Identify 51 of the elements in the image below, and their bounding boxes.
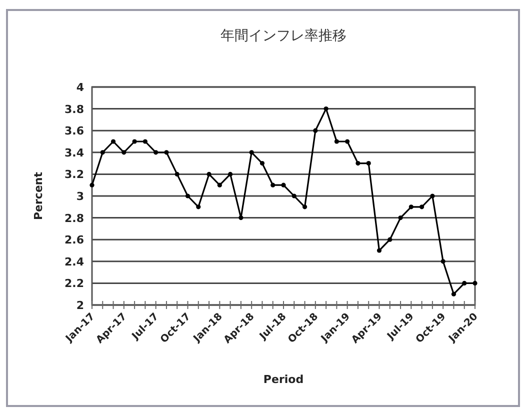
point xyxy=(185,194,190,198)
point xyxy=(420,204,424,210)
y-axis-title: Percent xyxy=(32,172,45,220)
x-axis-title: Period xyxy=(263,373,304,386)
point xyxy=(292,194,296,198)
y-tick-label: 2.8 xyxy=(64,212,84,225)
point xyxy=(154,150,158,155)
point xyxy=(376,248,382,253)
point xyxy=(238,216,244,220)
point xyxy=(440,259,446,264)
point xyxy=(228,172,233,176)
point xyxy=(398,216,403,220)
point xyxy=(388,237,392,242)
chart-title: 年間インフレ率推移 xyxy=(220,28,346,44)
point xyxy=(164,150,169,155)
y-tick-label: 3 xyxy=(76,190,84,203)
point xyxy=(196,204,201,210)
point xyxy=(90,182,94,188)
y-tick-label: 2 xyxy=(76,299,84,312)
point xyxy=(356,161,360,166)
y-tick-label: 4 xyxy=(76,81,84,94)
point xyxy=(270,182,276,188)
y-tick-label: 3.8 xyxy=(64,102,84,116)
point xyxy=(408,204,414,210)
point xyxy=(174,172,180,176)
point xyxy=(324,106,328,112)
y-tick-label: 3.2 xyxy=(64,168,84,182)
point xyxy=(217,182,222,188)
point xyxy=(430,194,435,198)
point xyxy=(100,150,105,155)
point xyxy=(472,280,478,286)
point xyxy=(281,182,286,188)
point xyxy=(451,292,456,296)
y-tick-label: 2.4 xyxy=(64,255,84,268)
point xyxy=(206,172,212,176)
point xyxy=(110,139,116,144)
point xyxy=(122,150,126,155)
point xyxy=(142,139,148,144)
y-tick-label: 2.6 xyxy=(64,234,84,247)
point xyxy=(345,139,350,144)
y-tick-label: 2.2 xyxy=(64,277,84,290)
point xyxy=(132,139,137,144)
point xyxy=(462,280,467,286)
point xyxy=(334,139,339,144)
point xyxy=(366,161,371,166)
y-tick-label: 3.6 xyxy=(64,124,84,138)
point xyxy=(249,150,254,155)
point xyxy=(302,204,308,210)
point xyxy=(313,128,318,133)
y-tick-label: 3.4 xyxy=(64,146,84,160)
point xyxy=(260,161,265,166)
